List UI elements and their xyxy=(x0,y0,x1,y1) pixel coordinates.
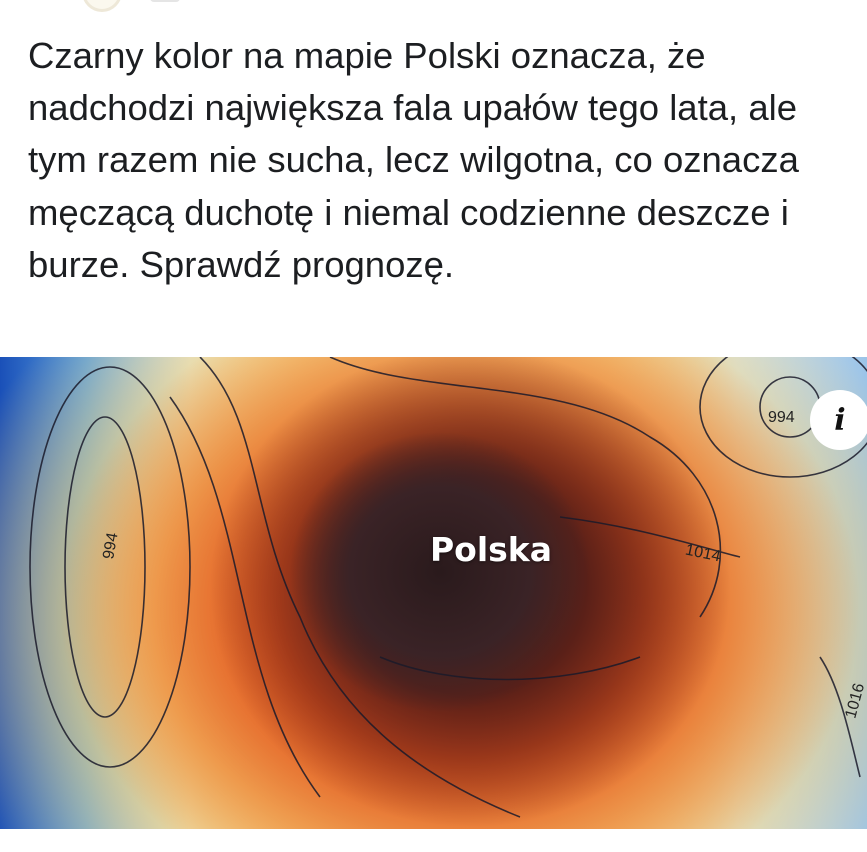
isobar-label: 994 xyxy=(768,409,795,426)
info-icon[interactable]: i xyxy=(810,390,867,450)
author-name-fragment[interactable] xyxy=(150,0,180,2)
post-text: Czarny kolor na mapie Polski oznacza, że… xyxy=(28,35,799,285)
map-label-poland: Polska xyxy=(430,530,553,569)
isobar-lines xyxy=(29,357,867,818)
author-avatar[interactable] xyxy=(82,0,122,12)
forecast-map-image[interactable]: 994 994 1014 1016 Polska i xyxy=(0,357,867,829)
